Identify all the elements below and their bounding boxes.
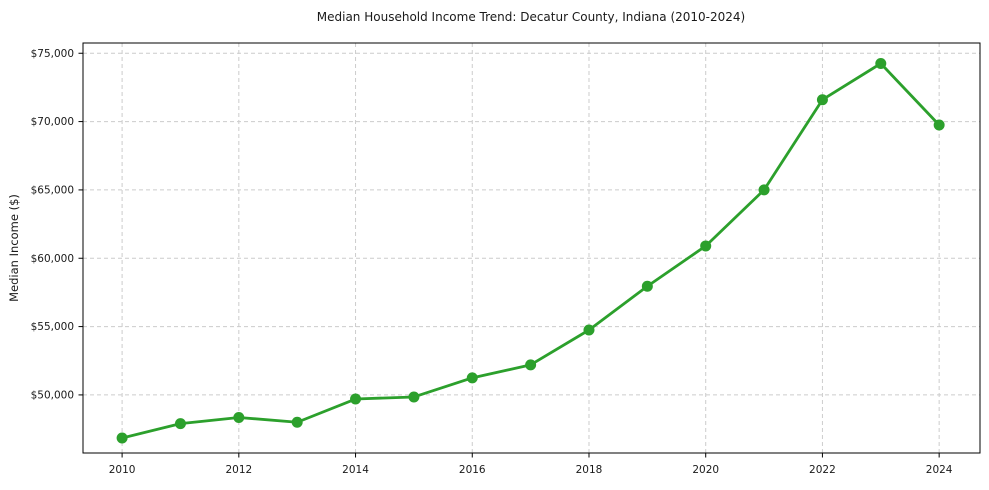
data-point — [583, 324, 595, 336]
y-tick-label: $65,000 — [31, 184, 74, 196]
data-point — [875, 58, 887, 69]
y-axis-label: Median Income ($) — [7, 194, 21, 302]
trend-line-layer — [116, 58, 945, 444]
grid-layer — [83, 43, 980, 453]
data-point — [816, 94, 828, 106]
chart-title: Median Household Income Trend: Decatur C… — [317, 10, 745, 24]
data-point — [408, 391, 420, 403]
data-point — [174, 418, 186, 430]
data-point — [466, 372, 478, 384]
y-tick-label: $55,000 — [31, 321, 74, 333]
y-tick-label: $70,000 — [31, 116, 74, 128]
trend-line — [120, 62, 941, 440]
x-tick-label: 2016 — [459, 464, 486, 476]
x-tick-label: 2018 — [576, 464, 603, 476]
data-point — [700, 240, 712, 252]
plot-area — [82, 42, 981, 454]
data-point — [933, 119, 945, 131]
data-point — [641, 280, 653, 292]
data-point — [525, 359, 537, 371]
x-tick-label: 2020 — [692, 464, 719, 476]
data-point — [116, 432, 128, 444]
data-point — [291, 416, 303, 428]
y-tick-label: $50,000 — [31, 389, 74, 401]
y-tick-label: $60,000 — [31, 253, 74, 265]
tick-layer: $50,000 $55,000 $60,000 $65,000 $70,000 $75,0… — [31, 48, 953, 476]
data-point — [233, 411, 245, 423]
x-tick-label: 2010 — [109, 464, 136, 476]
x-tick-label: 2022 — [809, 464, 836, 476]
data-point — [758, 184, 770, 196]
x-tick-label: 2024 — [926, 464, 953, 476]
y-tick-label: $75,000 — [31, 48, 74, 60]
x-tick-label: 2014 — [342, 464, 369, 476]
data-point — [350, 393, 362, 405]
x-tick-label: 2012 — [225, 464, 252, 476]
